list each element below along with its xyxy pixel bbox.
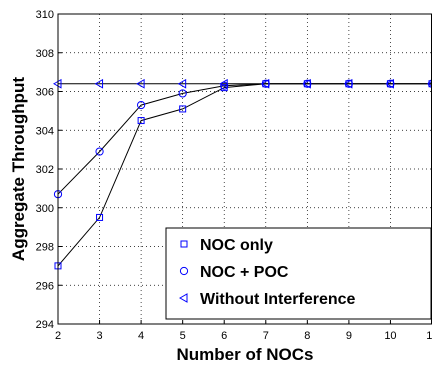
y-tick-label: 300 — [36, 203, 54, 215]
data-point-series-2 — [95, 147, 104, 156]
y-tick-label: 308 — [36, 48, 54, 60]
legend-label-2: NOC + POC — [200, 264, 289, 281]
x-tick-labels: 2 3 4 5 6 7 8 9 10 11 — [55, 330, 432, 342]
data-point-series-3 — [343, 78, 353, 89]
data-point-series-3 — [260, 78, 270, 89]
x-tick-label: 8 — [304, 330, 310, 342]
data-point-series-1 — [137, 117, 145, 125]
y-tick-labels: 294 296 298 300 302 304 306 308 310 — [36, 9, 54, 331]
data-point-series-2 — [220, 81, 229, 90]
data-point-series-2 — [178, 89, 187, 98]
data-point-series-3 — [302, 78, 311, 89]
x-tick-label: 2 — [55, 330, 61, 342]
x-axis-title: Number of NOCs — [177, 345, 314, 364]
x-tick-label: 7 — [263, 330, 269, 342]
y-tick-label: 294 — [36, 319, 54, 331]
data-point-series-1 — [96, 213, 104, 221]
x-tick-label: 5 — [180, 330, 186, 342]
data-point-series-3 — [94, 78, 104, 89]
data-point-series-3 — [136, 78, 145, 89]
y-tick-label: 298 — [36, 242, 54, 254]
y-axis-title: Aggregate Throughput — [9, 77, 28, 261]
data-point-series-2 — [137, 100, 146, 110]
x-tick-label: 6 — [221, 330, 227, 342]
y-tick-label: 302 — [36, 164, 54, 176]
x-tick-label: 10 — [384, 330, 396, 342]
legend-marker-3 — [178, 293, 188, 303]
x-tick-label: 9 — [346, 330, 352, 342]
x-tick-label: 3 — [96, 330, 102, 342]
series-lines — [57, 83, 432, 267]
data-point-series-3 — [177, 78, 187, 89]
data-point-series-1 — [179, 105, 187, 113]
y-tick-label: 296 — [36, 280, 54, 292]
data-point-series-3 — [385, 78, 394, 89]
legend-label-3: Without Interference — [200, 291, 356, 308]
y-tick-label: 306 — [36, 87, 54, 99]
x-tick-label: 4 — [138, 330, 144, 342]
legend-label-1: NOC only — [200, 237, 273, 254]
y-tick-label: 310 — [36, 9, 54, 21]
data-point-series-3 — [219, 78, 228, 89]
legend-marker-2 — [179, 266, 189, 276]
legend: NOC only NOC + POC Without Interference — [165, 227, 432, 320]
y-tick-label: 304 — [36, 125, 54, 137]
x-tick-label: 11 — [426, 330, 432, 342]
legend-marker-1 — [180, 240, 188, 248]
legend-box — [165, 227, 432, 320]
